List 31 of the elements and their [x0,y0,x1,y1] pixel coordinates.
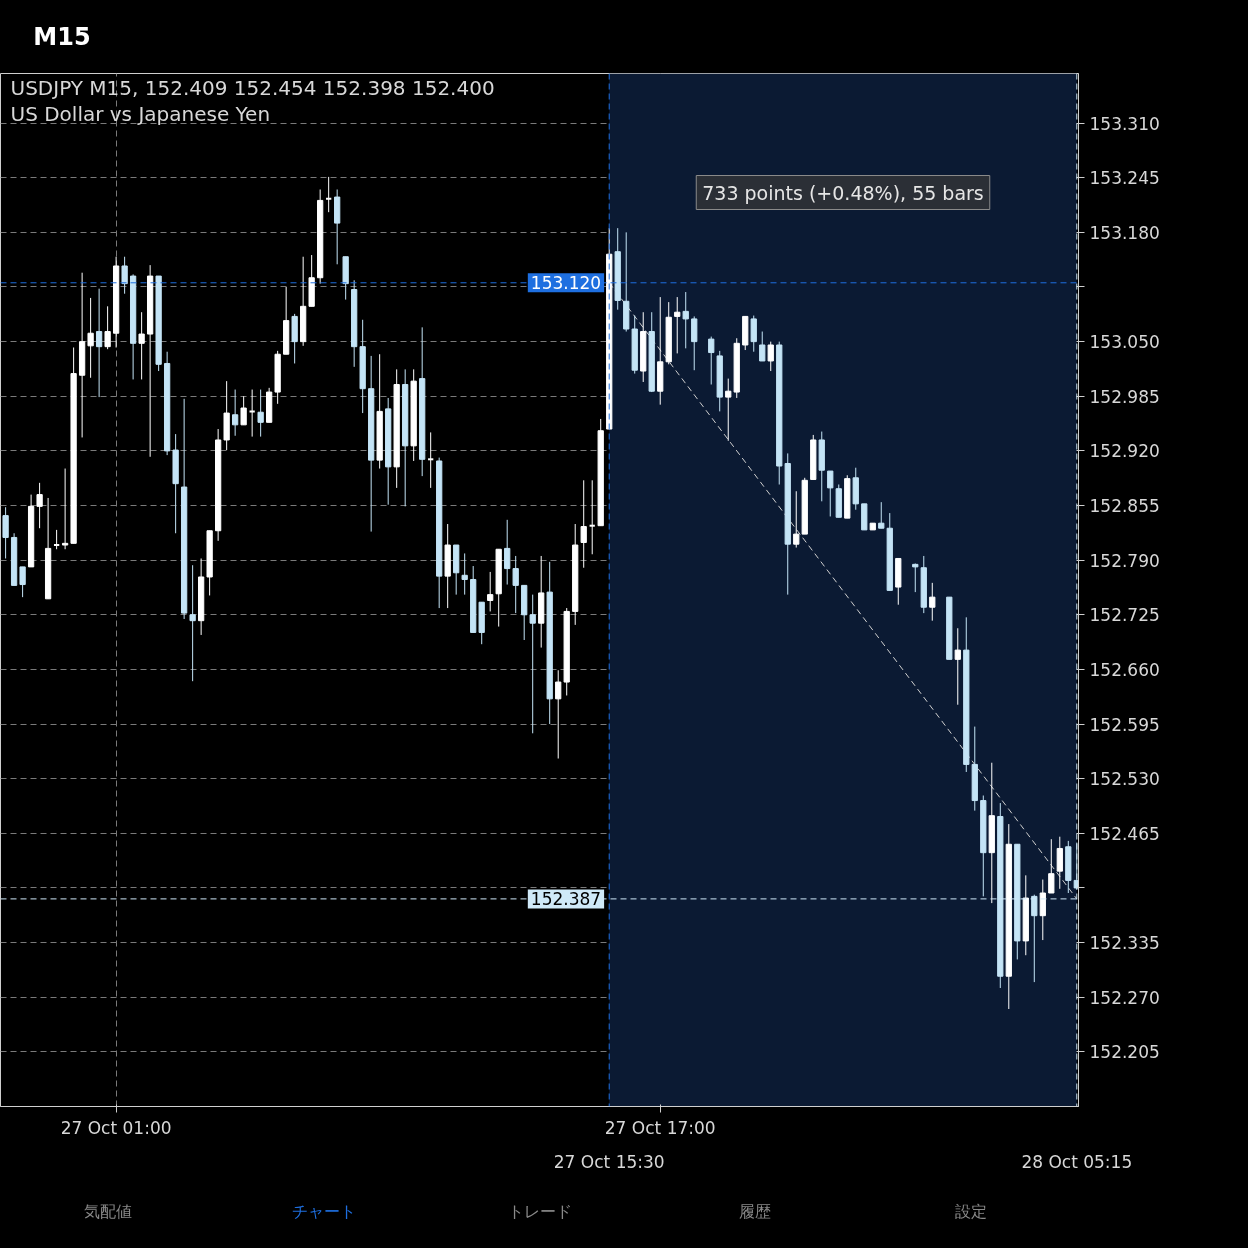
y-tick-label: 152.855 [1089,496,1160,517]
y-tick-label: 152.335 [1089,933,1160,954]
y-tick-label: 153.180 [1089,222,1160,243]
y-tick-label: 152.205 [1089,1042,1160,1063]
text: チャート [291,1202,356,1221]
y-tick-label: 152.790 [1089,550,1160,571]
ref-line-label: 152.387 [530,889,602,910]
x-tick-label: 27 Oct 15:30 [553,1151,665,1172]
x-tick-label: 27 Oct 17:00 [604,1117,716,1138]
y-tick-label: 153.245 [1089,168,1160,189]
y-tick-label: 152.465 [1089,823,1160,844]
y-tick-label: 152.920 [1089,441,1160,462]
y-tick-label: 152.725 [1089,605,1160,626]
text: 気配値 [84,1202,133,1221]
y-tick-label: 152.985 [1089,386,1160,407]
text: M15 [33,23,91,51]
y-tick-label: 152.660 [1089,659,1160,680]
ref-line-label: 153.120 [530,273,602,294]
y-tick-label: 153.050 [1089,332,1160,353]
x-tick-label: 27 Oct 01:00 [60,1117,172,1138]
y-tick-label: 152.530 [1089,769,1160,790]
chart-title: USDJPY M15, 152.409 152.454 152.398 152.400 [10,75,495,100]
x-tick-label: 28 Oct 05:15 [1021,1151,1133,1172]
band-label: 733 points (+0.48%), 55 bars [702,181,984,204]
text: トレード [507,1202,572,1221]
y-tick-label: 153.310 [1089,113,1160,134]
text: US Dollar vs Japanese Yen [10,101,271,126]
y-tick-label: 152.595 [1089,714,1160,735]
text: 履歴 [739,1202,772,1221]
text: 設定 [954,1202,987,1221]
y-tick-label: 152.270 [1089,987,1160,1008]
